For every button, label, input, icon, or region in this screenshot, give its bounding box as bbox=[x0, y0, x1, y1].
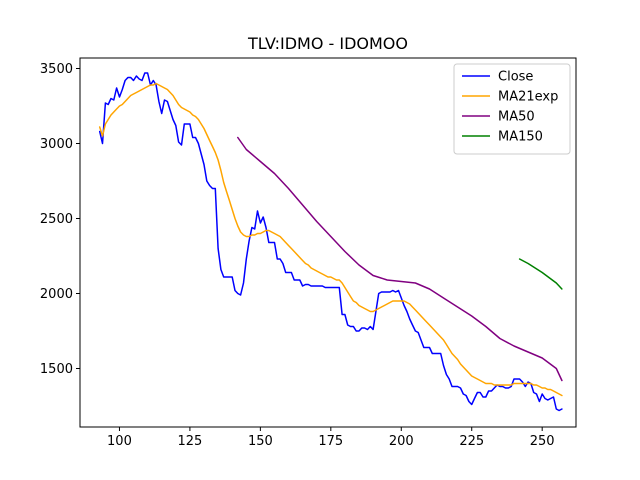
y-tick-label: 3000 bbox=[40, 137, 73, 152]
x-tick-label: 150 bbox=[248, 434, 273, 449]
chart-title: TLV:IDMO - IDOMOO bbox=[247, 34, 408, 53]
series-line-ma21exp bbox=[98, 82, 563, 397]
y-axis: 1500 2000 2500 3000 3500 bbox=[40, 62, 80, 377]
legend: Close MA21exp MA50 MA150 bbox=[453, 63, 571, 155]
x-axis: 100 125 150 175 200 225 250 bbox=[107, 427, 555, 449]
series-line-ma50 bbox=[237, 136, 563, 382]
series-layer bbox=[98, 72, 563, 412]
y-tick-label: 1500 bbox=[40, 362, 73, 377]
legend-label-ma150: MA150 bbox=[498, 130, 543, 145]
axes-frame bbox=[79, 57, 577, 428]
series-line-close bbox=[98, 72, 563, 412]
y-tick-label: 2500 bbox=[40, 212, 73, 227]
legend-box bbox=[453, 63, 571, 155]
legend-label-close: Close bbox=[498, 70, 533, 85]
legend-label-ma21exp: MA21exp bbox=[498, 90, 558, 105]
x-tick-label: 125 bbox=[177, 434, 202, 449]
series-line-ma150 bbox=[518, 258, 563, 290]
legend-label-ma50: MA50 bbox=[498, 110, 535, 125]
y-tick-label: 2000 bbox=[40, 287, 73, 302]
x-tick-label: 100 bbox=[107, 434, 132, 449]
y-tick-label: 3500 bbox=[40, 62, 73, 77]
x-tick-label: 250 bbox=[530, 434, 555, 449]
x-tick-label: 175 bbox=[318, 434, 343, 449]
x-tick-label: 225 bbox=[459, 434, 484, 449]
x-tick-label: 200 bbox=[389, 434, 414, 449]
